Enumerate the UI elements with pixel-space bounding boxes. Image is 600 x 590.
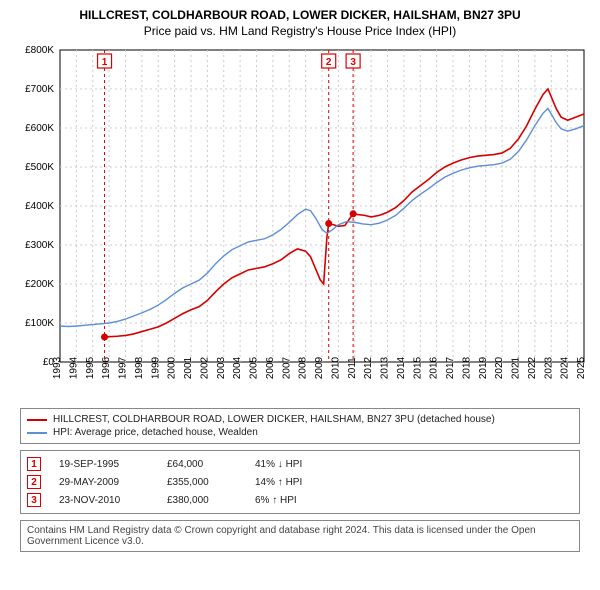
x-tick-label: 2017 <box>445 356 456 379</box>
event-price: £355,000 <box>167 477 237 488</box>
event-marker-number: 3 <box>350 57 356 68</box>
x-tick-label: 2010 <box>330 356 341 379</box>
chart-container: HILLCREST, COLDHARBOUR ROAD, LOWER DICKE… <box>0 0 600 562</box>
x-tick-label: 1995 <box>85 356 96 379</box>
x-tick-label: 2005 <box>249 356 260 379</box>
x-tick-label: 1997 <box>118 356 129 379</box>
legend-row: HILLCREST, COLDHARBOUR ROAD, LOWER DICKE… <box>27 413 573 426</box>
x-tick-label: 2023 <box>543 356 554 379</box>
chart-area: £0£100K£200K£300K£400K£500K£600K£700K£80… <box>10 42 590 402</box>
event-row: 2 29-MAY-2009 £355,000 14% ↑ HPI <box>27 473 573 491</box>
legend-label: HILLCREST, COLDHARBOUR ROAD, LOWER DICKE… <box>53 414 495 425</box>
x-tick-label: 1996 <box>101 356 112 379</box>
x-tick-label: 2019 <box>478 356 489 379</box>
event-date: 29-MAY-2009 <box>59 477 149 488</box>
event-price: £64,000 <box>167 459 237 470</box>
x-tick-label: 2013 <box>380 356 391 379</box>
event-marker-number: 1 <box>102 57 108 68</box>
y-tick-label: £400K <box>25 201 54 212</box>
event-date: 19-SEP-1995 <box>59 459 149 470</box>
event-marker: 3 <box>27 493 41 507</box>
x-tick-label: 2011 <box>347 357 358 379</box>
event-marker: 2 <box>27 475 41 489</box>
legend-label: HPI: Average price, detached house, Weal… <box>53 427 258 438</box>
series-point <box>101 334 108 341</box>
x-tick-label: 2021 <box>511 356 522 379</box>
x-tick-label: 2012 <box>363 356 374 379</box>
y-tick-label: £800K <box>25 45 54 56</box>
x-tick-label: 2001 <box>183 356 194 379</box>
event-delta: 14% ↑ HPI <box>255 477 345 488</box>
x-tick-label: 2009 <box>314 356 325 379</box>
chart-svg: £0£100K£200K£300K£400K£500K£600K£700K£80… <box>10 42 590 402</box>
event-delta: 6% ↑ HPI <box>255 495 345 506</box>
legend-swatch <box>27 419 47 421</box>
x-tick-label: 2022 <box>527 356 538 379</box>
legend-row: HPI: Average price, detached house, Weal… <box>27 426 573 439</box>
title-block: HILLCREST, COLDHARBOUR ROAD, LOWER DICKE… <box>10 8 590 38</box>
x-tick-label: 2002 <box>199 356 210 379</box>
x-tick-label: 1994 <box>68 356 79 379</box>
event-marker: 1 <box>27 457 41 471</box>
y-tick-label: £600K <box>25 123 54 134</box>
x-tick-label: 2006 <box>265 356 276 379</box>
x-tick-label: 2003 <box>216 356 227 379</box>
x-tick-label: 2007 <box>281 356 292 379</box>
x-tick-label: 2015 <box>412 356 423 379</box>
event-date: 23-NOV-2010 <box>59 495 149 506</box>
y-tick-label: £100K <box>25 318 54 329</box>
x-tick-label: 1993 <box>52 356 63 379</box>
y-tick-label: £200K <box>25 279 54 290</box>
x-tick-label: 2020 <box>494 356 505 379</box>
x-tick-label: 2004 <box>232 356 243 379</box>
x-tick-label: 2000 <box>167 356 178 379</box>
x-tick-label: 2018 <box>461 356 472 379</box>
x-tick-label: 2025 <box>576 356 587 379</box>
legend-swatch <box>27 432 47 434</box>
legend-box: HILLCREST, COLDHARBOUR ROAD, LOWER DICKE… <box>20 408 580 444</box>
event-delta: 41% ↓ HPI <box>255 459 345 470</box>
x-tick-label: 2024 <box>560 356 571 379</box>
events-box: 1 19-SEP-1995 £64,000 41% ↓ HPI 2 29-MAY-2009… <box>20 450 580 514</box>
y-tick-label: £700K <box>25 84 54 95</box>
series-point <box>350 210 357 217</box>
event-row: 3 23-NOV-2010 £380,000 6% ↑ HPI <box>27 491 573 509</box>
x-tick-label: 2016 <box>429 356 440 379</box>
title-main: HILLCREST, COLDHARBOUR ROAD, LOWER DICKE… <box>10 8 590 22</box>
series-point <box>325 220 332 227</box>
x-tick-label: 2008 <box>298 356 309 379</box>
x-tick-label: 1998 <box>134 356 145 379</box>
attribution: Contains HM Land Registry data © Crown c… <box>20 520 580 552</box>
event-marker-number: 2 <box>326 57 332 68</box>
y-tick-label: £300K <box>25 240 54 251</box>
x-tick-label: 1999 <box>150 356 161 379</box>
title-sub: Price paid vs. HM Land Registry's House … <box>10 24 590 38</box>
x-tick-label: 2014 <box>396 356 407 379</box>
y-tick-label: £500K <box>25 162 54 173</box>
event-price: £380,000 <box>167 495 237 506</box>
event-row: 1 19-SEP-1995 £64,000 41% ↓ HPI <box>27 455 573 473</box>
